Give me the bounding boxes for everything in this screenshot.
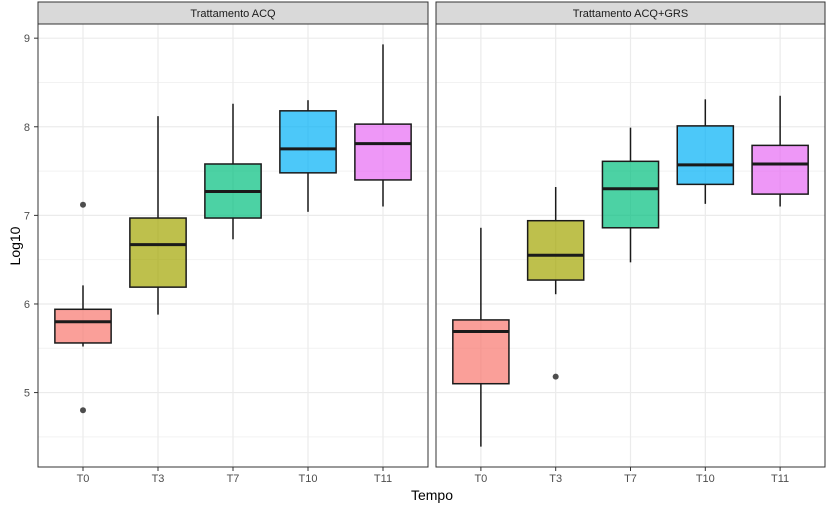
iqr-box	[54, 308, 112, 344]
iqr-box	[452, 319, 510, 385]
facet-panel-0: Trattamento ACQ T0 T3 T7 T10 T11	[37, 1, 429, 485]
y-axis-title: Log10	[7, 226, 23, 265]
x-tick-label: T11	[771, 473, 789, 485]
box-t0	[452, 227, 510, 447]
x-tick-label: T3	[152, 473, 165, 485]
x-tick-label: T7	[624, 473, 637, 485]
box-t7	[601, 127, 660, 263]
box-t7	[204, 103, 262, 240]
y-tick-label: 9	[24, 33, 30, 45]
x-tick-label: T3	[549, 473, 562, 485]
x-tick-label: T0	[474, 473, 487, 485]
box-t10	[676, 99, 735, 204]
y-tick-label: 6	[24, 299, 30, 311]
iqr-box	[601, 160, 660, 229]
box-t10	[279, 100, 337, 212]
y-tick-label: 7	[24, 210, 30, 222]
box-t0	[54, 201, 112, 414]
iqr-box	[676, 125, 735, 186]
iqr-box	[751, 144, 809, 195]
box-t3	[526, 187, 585, 380]
x-tick-label: T7	[227, 473, 240, 485]
outlier-point	[552, 373, 559, 380]
iqr-box	[129, 217, 187, 288]
x-tick-label: T11	[374, 473, 392, 485]
iqr-box	[526, 219, 585, 281]
facet-strip-title: Trattamento ACQ+GRS	[573, 8, 688, 20]
x-tick-label: T10	[299, 473, 318, 485]
box-t3	[129, 116, 187, 315]
iqr-box	[279, 110, 337, 174]
facet-panel-1: Trattamento ACQ+GRS T0 T3 T7 T10 T11	[435, 1, 826, 485]
box-t11	[751, 95, 809, 207]
x-tick-label: T0	[77, 473, 90, 485]
x-axis-title: Tempo	[411, 487, 453, 503]
y-tick-label: 8	[24, 122, 30, 134]
x-tick-label: T10	[696, 473, 715, 485]
iqr-box	[354, 123, 412, 181]
y-tick-label: 5	[24, 388, 30, 400]
outlier-point	[80, 201, 86, 208]
box-t11	[354, 44, 412, 207]
outlier-point	[80, 407, 86, 414]
facet-strip-title: Trattamento ACQ	[190, 8, 276, 20]
